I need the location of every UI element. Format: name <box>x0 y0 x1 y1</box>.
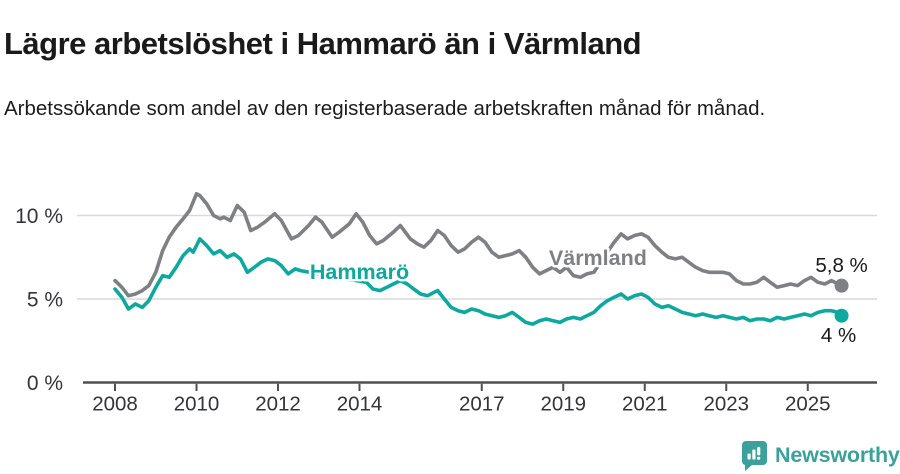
x-tick-label: 2025 <box>785 393 831 416</box>
y-tick-label: 5 % <box>27 288 63 311</box>
x-tick-label: 2023 <box>703 393 749 416</box>
series-label-hammar: Hammarö <box>310 260 409 284</box>
x-tick-label: 2017 <box>459 393 505 416</box>
chart-subtitle: Arbetssökande som andel av den registerb… <box>4 96 766 120</box>
x-tick-label: 2021 <box>622 393 668 416</box>
x-tick-label: 2010 <box>174 393 220 416</box>
series-line-hammar <box>113 237 844 326</box>
x-tick-label: 2012 <box>255 393 301 416</box>
x-tick-label: 2014 <box>337 393 383 416</box>
series-label-vrmland: Värmland <box>549 246 647 270</box>
y-tick-label: 10 % <box>15 205 63 228</box>
series-line-vrmland <box>113 192 844 298</box>
newsworthy-logo[interactable]: Newsworthy <box>741 440 900 471</box>
end-value-label-vrmland: 5,8 % <box>815 254 867 277</box>
x-tick-label: 2008 <box>92 393 138 416</box>
newsworthy-pin-icon <box>741 441 767 471</box>
page-title: Lägre arbetslöshet i Hammarö än i Värmla… <box>4 25 642 61</box>
newsworthy-wordmark: Newsworthy <box>775 443 900 467</box>
x-tick-label: 2019 <box>540 393 586 416</box>
end-value-label-hammar: 4 % <box>821 324 856 347</box>
end-dot-hammar <box>834 308 849 323</box>
y-tick-label: 0 % <box>27 372 63 395</box>
end-dot-vrmland <box>834 278 849 293</box>
